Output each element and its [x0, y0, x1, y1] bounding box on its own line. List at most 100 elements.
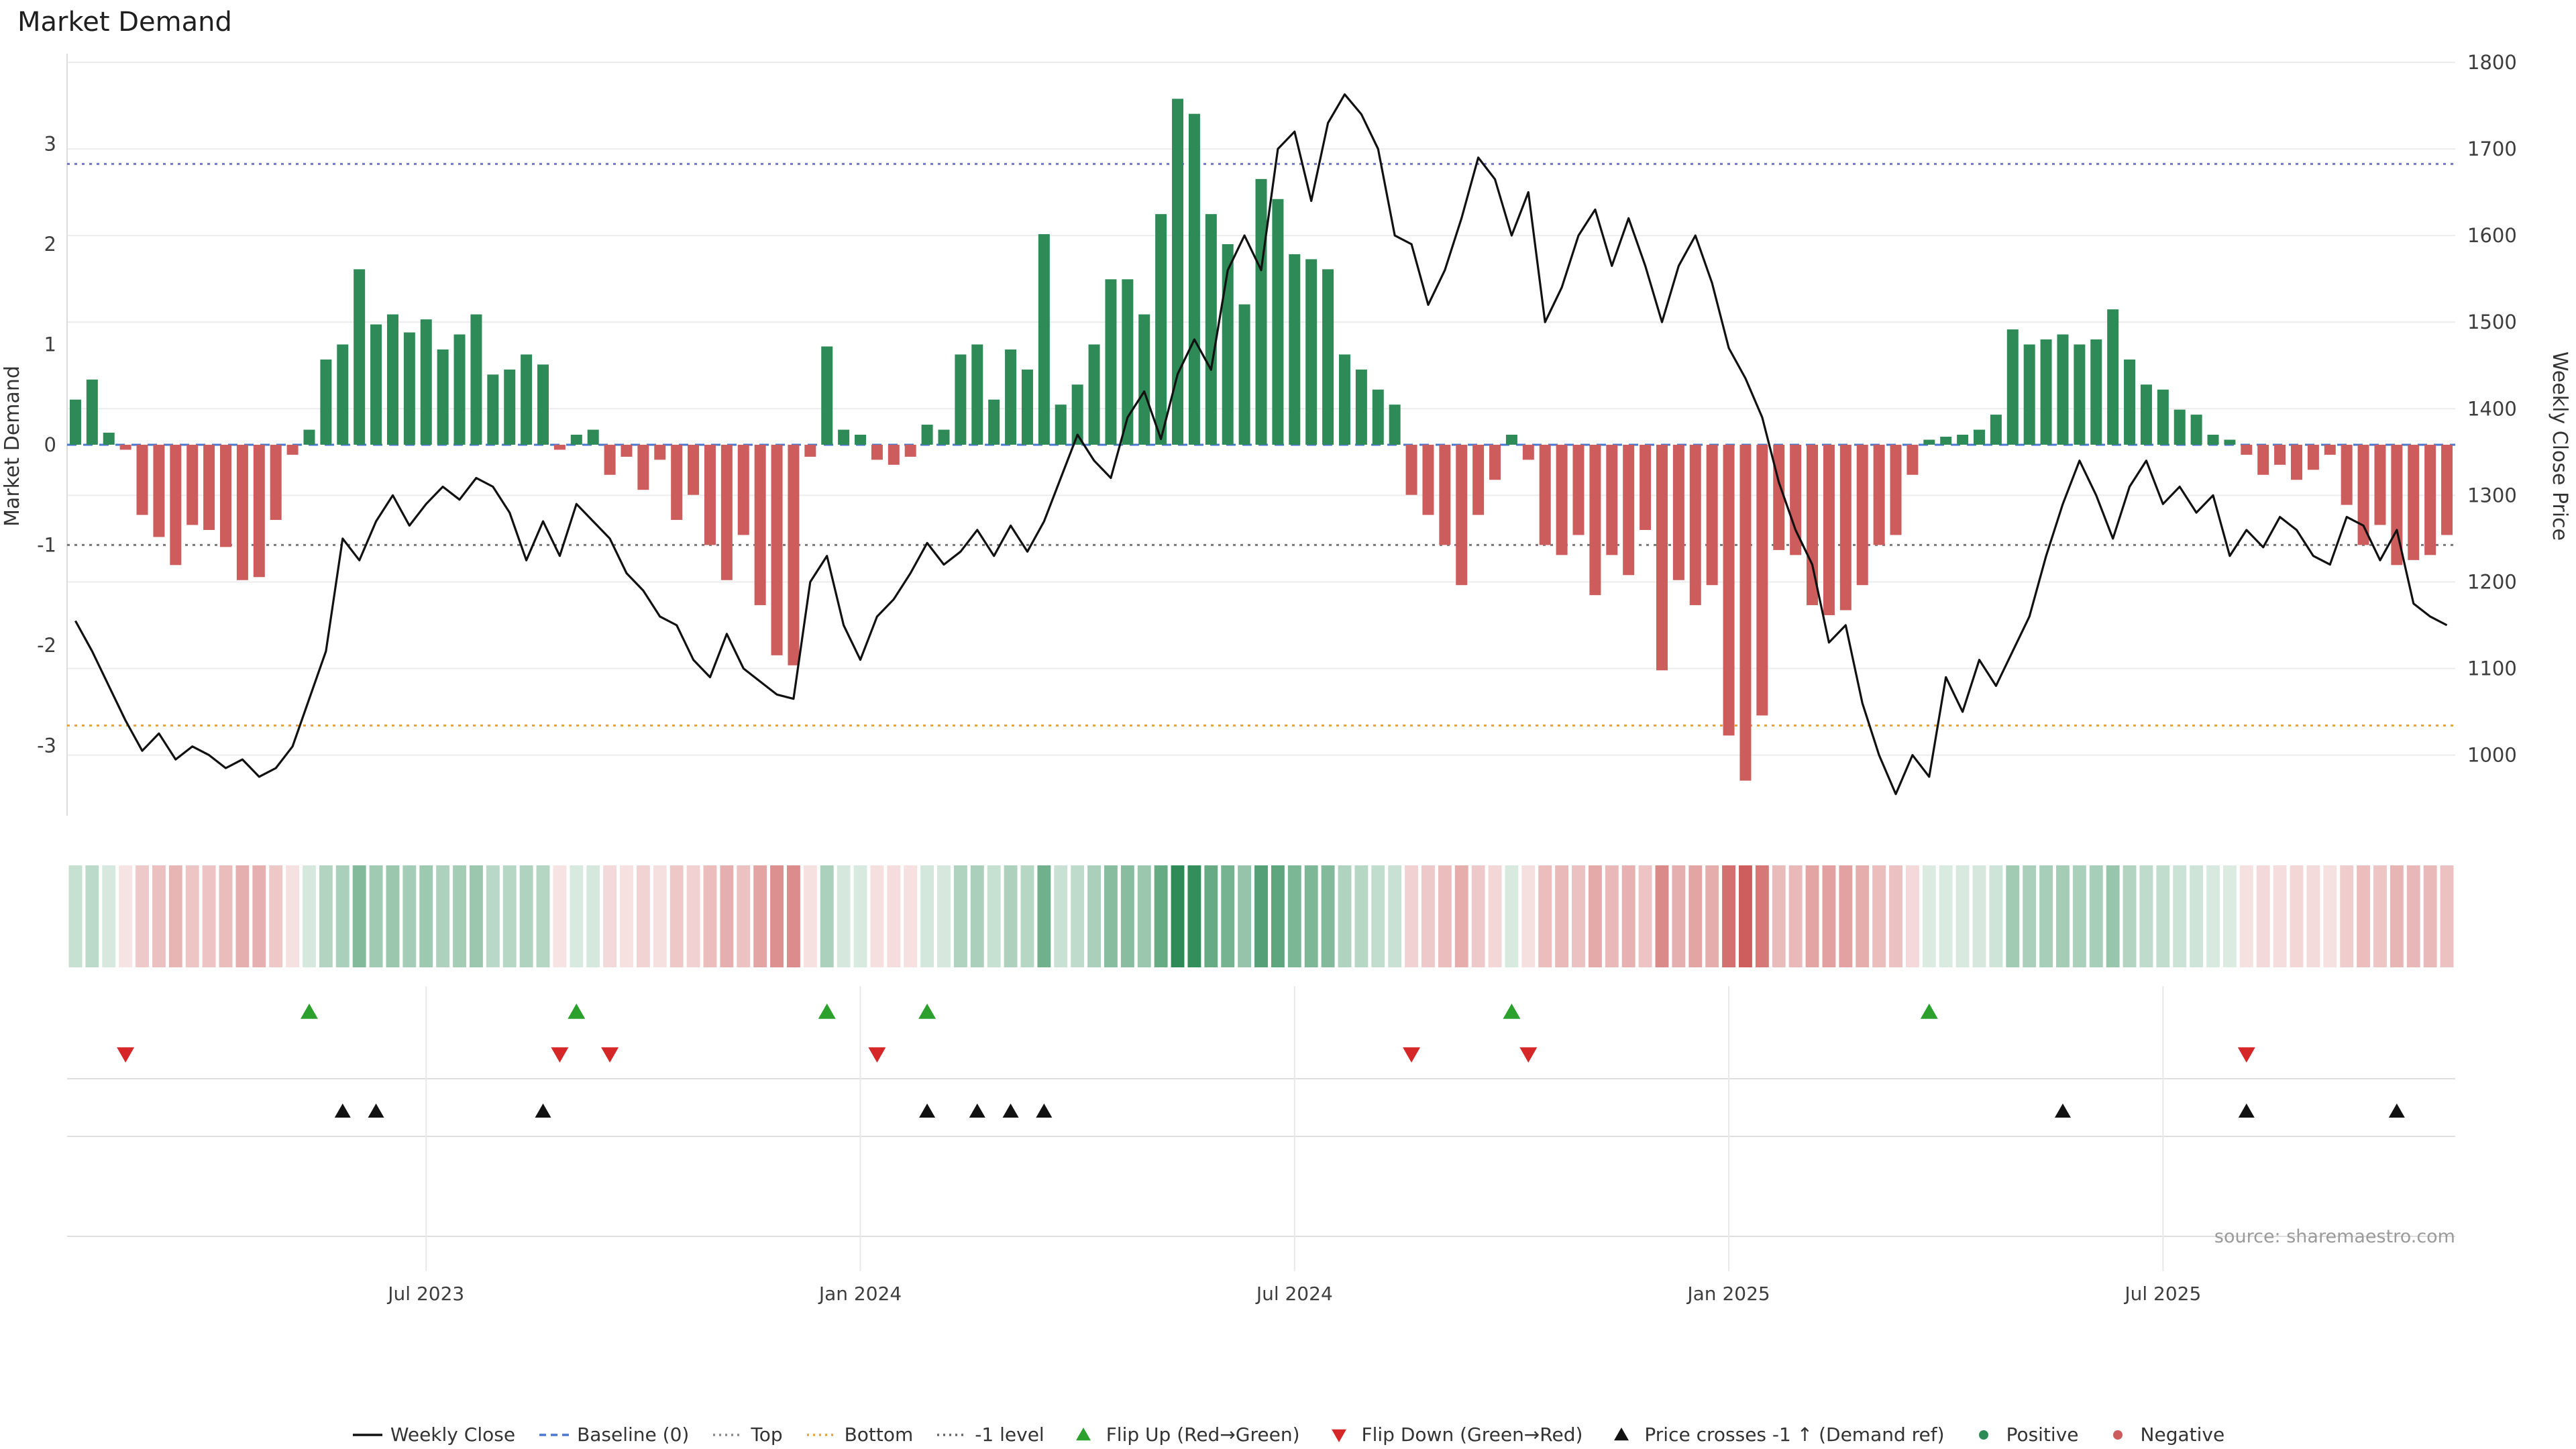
flip-up-marker — [918, 1004, 936, 1019]
heatmap-cell — [1989, 865, 2003, 967]
demand-bar — [1990, 415, 2002, 445]
demand-bar — [1456, 444, 1468, 586]
heatmap-cell — [1822, 865, 1836, 967]
demand-bar — [2157, 389, 2169, 445]
heatmap-cell — [168, 865, 182, 967]
heatmap-cell — [2256, 865, 2270, 967]
heatmap-cell — [1304, 865, 1318, 967]
heatmap-cell — [703, 865, 717, 967]
demand-bar — [1823, 444, 1835, 616]
heatmap-cell — [786, 865, 800, 967]
heatmap-cell — [887, 865, 901, 967]
heatmap-cell — [502, 865, 517, 967]
legend-label: Negative — [2140, 1424, 2225, 1446]
y-left-tick-label: -2 — [37, 634, 56, 657]
demand-bar — [1839, 444, 1851, 610]
heatmap-cell — [553, 865, 567, 967]
legend-item: -1 level — [936, 1424, 1044, 1446]
heatmap-cell — [1605, 865, 1619, 967]
y-left-tick-label: -1 — [37, 533, 56, 556]
heatmap-cell — [1405, 865, 1419, 967]
heatmap-cell — [1939, 865, 1953, 967]
flip-down-marker — [1403, 1047, 1421, 1063]
flip-up-marker — [1503, 1004, 1521, 1019]
demand-bar — [253, 444, 265, 578]
legend-swatch-dotted-icon — [806, 1433, 837, 1436]
flip-up-marker — [818, 1004, 836, 1019]
demand-bar — [1623, 444, 1635, 576]
heatmap-cell — [1521, 865, 1536, 967]
heatmap-cell — [1672, 865, 1686, 967]
demand-bar — [1790, 444, 1802, 555]
demand-bar — [704, 444, 716, 545]
heatmap-cell — [2440, 865, 2454, 967]
heatmap-cell — [2190, 865, 2204, 967]
demand-bar — [1305, 259, 1318, 445]
heatmap-cell — [1354, 865, 1368, 967]
y-left-tick-label: -3 — [37, 734, 56, 757]
price-cross-marker — [1036, 1104, 1053, 1118]
heatmap-cell — [536, 865, 550, 967]
demand-bar — [788, 444, 800, 665]
y-right-tick-label: 1000 — [2467, 744, 2517, 767]
heatmap-cell — [202, 865, 216, 967]
heatmap-cell — [820, 865, 834, 967]
heatmap-cell — [1438, 865, 1452, 967]
demand-bar — [2341, 444, 2353, 505]
left-axis-label: Market Demand — [1, 366, 24, 527]
legend-label: Weekly Close — [390, 1424, 516, 1446]
y-right-tick-label: 1800 — [2467, 51, 2517, 74]
demand-bar — [1589, 444, 1601, 596]
heatmap-cell — [486, 865, 500, 967]
y-right-tick-label: 1600 — [2467, 224, 2517, 247]
y-right-tick-label: 1100 — [2467, 657, 2517, 680]
heatmap-cell — [1004, 865, 1018, 967]
demand-bar — [354, 269, 366, 445]
demand-bar — [2307, 444, 2319, 470]
heatmap-cell — [519, 865, 533, 967]
demand-bar — [921, 425, 933, 445]
heatmap-cell — [303, 865, 316, 967]
demand-bar — [1005, 349, 1017, 445]
heatmap-cell — [2089, 865, 2103, 967]
price-line — [74, 93, 2448, 796]
y-right-tick-label: 1300 — [2467, 484, 2517, 506]
legend-label: Flip Up (Red→Green) — [1106, 1424, 1300, 1446]
demand-bar — [1188, 113, 1200, 445]
heatmap-cell — [2123, 865, 2137, 967]
heatmap-cell — [453, 865, 466, 967]
demand-bar — [1739, 444, 1752, 781]
demand-bar — [186, 444, 199, 525]
heatmap-cell — [102, 865, 116, 967]
demand-bar — [153, 444, 165, 537]
flip-down-marker — [2237, 1047, 2255, 1063]
demand-bar — [2090, 339, 2102, 445]
demand-bar — [2357, 444, 2369, 545]
price-cross-marker — [2054, 1104, 2071, 1118]
heatmap-cell — [2390, 865, 2404, 967]
y-right-tick-label: 1500 — [2467, 311, 2517, 333]
heatmap-cell — [636, 865, 650, 967]
price-cross-marker — [969, 1104, 985, 1118]
demand-bar — [1338, 354, 1350, 445]
demand-bar — [1873, 444, 1885, 545]
heatmap-cell — [119, 865, 133, 967]
heatmap-cell — [252, 865, 266, 967]
heatmap-cell — [686, 865, 700, 967]
demand-bar — [1723, 444, 1735, 736]
demand-bar — [2074, 344, 2086, 445]
heatmap-cell — [570, 865, 584, 967]
price-cross-marker — [1002, 1104, 1019, 1118]
heatmap-cell — [1705, 865, 1719, 967]
legend-swatch-circle-icon — [2112, 1430, 2123, 1440]
heatmap-cell — [1054, 865, 1068, 967]
price-cross-marker — [919, 1104, 936, 1118]
demand-bar — [2290, 444, 2302, 480]
demand-bar — [1055, 405, 1067, 445]
heatmap-cell — [2340, 865, 2354, 967]
flip-up-marker — [300, 1004, 318, 1019]
heatmap-cell — [870, 865, 884, 967]
legend-label: Positive — [2006, 1424, 2079, 1446]
legend-item: Top — [712, 1424, 783, 1446]
legend-swatch-dotted-icon — [937, 1433, 967, 1436]
